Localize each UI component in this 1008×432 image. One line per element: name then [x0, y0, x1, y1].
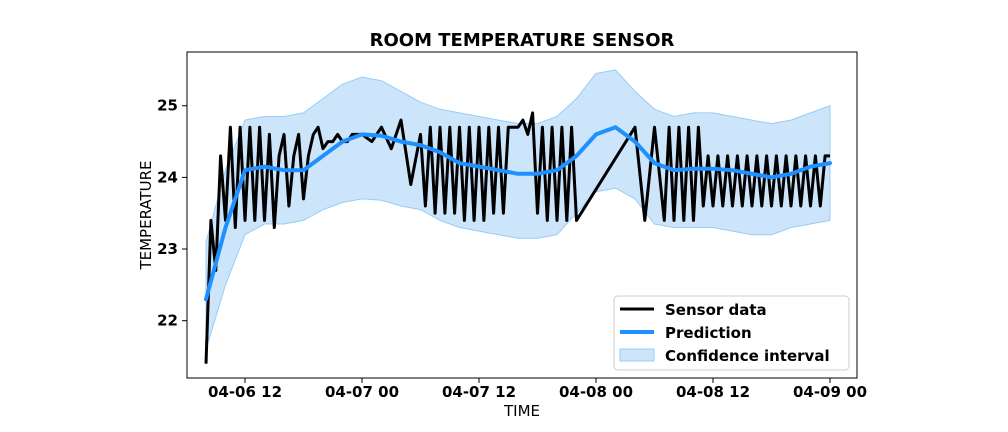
x-tick-label: 04-08 12: [676, 383, 750, 401]
confidence-band-layer: [205, 69, 831, 350]
y-tick-label: 23: [157, 240, 178, 258]
legend-sensor-label: Sensor data: [665, 301, 767, 319]
y-axis: 22 23 24 25: [157, 97, 187, 330]
legend: Sensor data Prediction Confidence interv…: [613, 295, 850, 371]
legend-confidence-swatch: [619, 348, 655, 362]
x-tick-label: 04-08 00: [559, 383, 633, 401]
sensor-data-line: [204, 111, 830, 364]
chart-title: ROOM TEMPERATURE SENSOR: [370, 30, 675, 51]
x-tick-label: 04-07 00: [325, 383, 399, 401]
x-tick-label: 04-07 12: [442, 383, 516, 401]
y-axis-label: TEMPERATURE: [137, 160, 155, 270]
series-line-layer: [204, 111, 832, 364]
y-tick-label: 24: [157, 168, 178, 186]
legend-prediction-label: Prediction: [665, 324, 752, 342]
x-tick-label: 04-09 00: [793, 383, 867, 401]
y-tick-label: 25: [157, 97, 178, 115]
x-axis: 04-06 12 04-07 00 04-07 12 04-08 00 04-08 12…: [208, 378, 867, 401]
legend-confidence-label: Confidence interval: [665, 347, 830, 365]
plot-frame: [186, 51, 858, 379]
x-axis-label: TIME: [503, 402, 540, 420]
legend-box: [613, 295, 850, 371]
prediction-line: [204, 125, 832, 302]
x-tick-label: 04-06 12: [208, 383, 282, 401]
confidence-interval-band: [205, 69, 831, 350]
y-tick-label: 22: [157, 312, 178, 330]
